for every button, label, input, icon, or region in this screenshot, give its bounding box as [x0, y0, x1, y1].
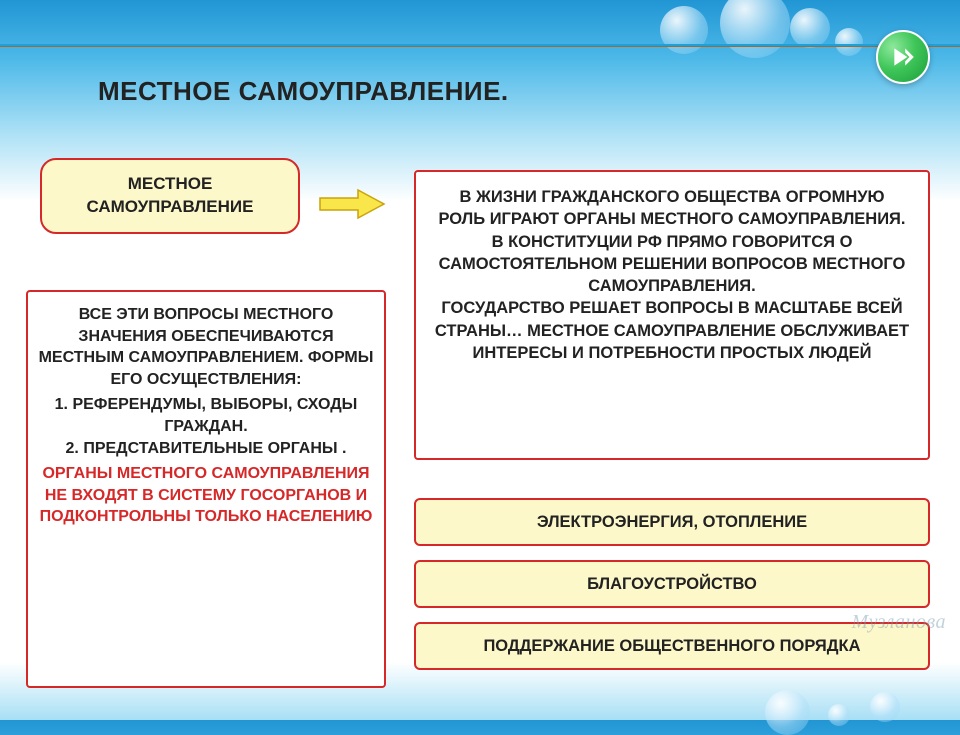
concept-box-label: МЕСТНОЕ САМОУПРАВЛЕНИЕ: [56, 173, 284, 219]
forms-list: 1. РЕФЕРЕНДУМЫ, ВЫБОРЫ, СХОДЫ ГРАЖДАН. 2…: [38, 394, 374, 459]
forms-box: ВСЕ ЭТИ ВОПРОСЫ МЕСТНОГО ЗНАЧЕНИЯ ОБЕСПЕ…: [26, 290, 386, 688]
decorative-bubble: [870, 692, 900, 722]
watermark: Музланова: [851, 611, 946, 634]
topic-bar: БЛАГОУСТРОЙСТВО: [414, 560, 930, 608]
decorative-line: [0, 46, 960, 47]
next-button[interactable]: [876, 30, 930, 84]
topic-bar: ЭЛЕКТРОЭНЕРГИЯ, ОТОПЛЕНИЕ: [414, 498, 930, 546]
page-title: МЕСТНОЕ САМОУПРАВЛЕНИЕ.: [98, 76, 509, 107]
concept-box: МЕСТНОЕ САМОУПРАВЛЕНИЕ: [40, 158, 300, 234]
arrow-icon: [318, 186, 388, 222]
decorative-bubble: [828, 704, 850, 726]
decorative-bubble: [765, 690, 810, 735]
description-text: В ЖИЗНИ ГРАЖДАНСКОГО ОБЩЕСТВА ОГРОМНУЮ Р…: [435, 188, 909, 362]
description-box: В ЖИЗНИ ГРАЖДАНСКОГО ОБЩЕСТВА ОГРОМНУЮ Р…: [414, 170, 930, 460]
topic-bar-label: БЛАГОУСТРОЙСТВО: [587, 575, 757, 593]
topic-bar-label: ПОДДЕРЖАНИЕ ОБЩЕСТВЕННОГО ПОРЯДКА: [483, 637, 860, 655]
decorative-bubble: [720, 0, 790, 58]
topic-bar-label: ЭЛЕКТРОЭНЕРГИЯ, ОТОПЛЕНИЕ: [537, 513, 807, 531]
list-item: 1. РЕФЕРЕНДУМЫ, ВЫБОРЫ, СХОДЫ ГРАЖДАН.: [38, 394, 374, 437]
forms-intro: ВСЕ ЭТИ ВОПРОСЫ МЕСТНОГО ЗНАЧЕНИЯ ОБЕСПЕ…: [38, 304, 374, 390]
next-arrow-icon: [890, 44, 916, 70]
decorative-bubble: [835, 28, 863, 56]
decorative-bubble: [790, 8, 830, 48]
list-item: 2. ПРЕДСТАВИТЕЛЬНЫЕ ОРГАНЫ .: [38, 438, 374, 460]
forms-red-note: ОРГАНЫ МЕСТНОГО САМОУПРАВЛЕНИЯ НЕ ВХОДЯТ…: [38, 463, 374, 528]
